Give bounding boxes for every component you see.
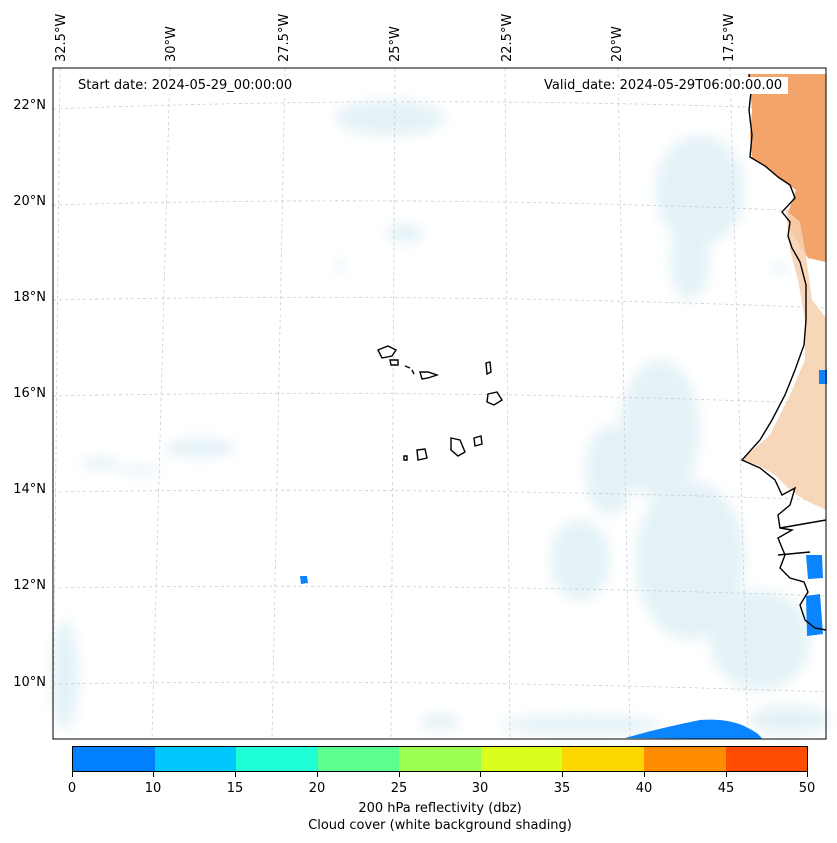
lon-label: 22.5°W [500, 13, 515, 62]
colorbar-segment [399, 747, 481, 771]
map-frame [52, 67, 827, 740]
start-date-label: Start date: 2024-05-29_00:00:00 [72, 77, 299, 94]
colorbar-label: 200 hPa reflectivity (dbz) [358, 801, 522, 816]
colorbar-tick-label: 35 [553, 781, 571, 796]
lon-label: 17.5°W [722, 13, 737, 62]
lat-label: 22°N [13, 98, 46, 113]
land-shading [742, 74, 826, 510]
reflectivity-patches [300, 370, 827, 739]
cape-verde-islands [377, 345, 503, 461]
colorbar-segment [643, 747, 726, 771]
coastline [740, 73, 827, 631]
colorbar-tickmark [317, 772, 318, 777]
land-pale-west [742, 210, 826, 510]
colorbar-tickmark [480, 772, 481, 777]
lon-label: 20°W [610, 26, 625, 62]
lat-label: 14°N [13, 482, 46, 497]
land-warm-north [748, 74, 826, 262]
colorbar-tickmark [72, 772, 73, 777]
colorbar-tickmark [644, 772, 645, 777]
colorbar-tickmark [399, 772, 400, 777]
colorbar-tickmark [562, 772, 563, 777]
colorbar-tickmark [153, 772, 154, 777]
colorbar-tickmark [807, 772, 808, 777]
gridlines [52, 67, 827, 740]
colorbar-segment [73, 747, 155, 771]
lon-label: 30°W [164, 26, 179, 62]
colorbar-tick-label: 45 [717, 781, 735, 796]
lon-label: 32.5°W [54, 13, 69, 62]
colorbar-segment [480, 747, 563, 771]
colorbar-segment [562, 747, 644, 771]
colorbar-tick-label: 25 [390, 781, 408, 796]
colorbar-sublabel: Cloud cover (white background shading) [308, 818, 572, 833]
lon-label: 27.5°W [277, 13, 292, 62]
lat-label: 18°N [13, 290, 46, 305]
colorbar-segment [236, 747, 318, 771]
colorbar-tick-label: 50 [798, 781, 816, 796]
colorbar-segment [725, 747, 808, 771]
colorbar-tick-label: 0 [67, 781, 77, 796]
colorbar-tickmark [235, 772, 236, 777]
colorbar-tick-label: 10 [144, 781, 162, 796]
lon-label: 25°W [388, 26, 403, 62]
cloud-cover-shading [51, 100, 830, 735]
lat-label: 16°N [13, 386, 46, 401]
colorbar-tick-label: 15 [226, 781, 244, 796]
colorbar-segment [154, 747, 237, 771]
colorbar-segment [317, 747, 400, 771]
lat-label: 12°N [13, 578, 46, 593]
colorbar-tick-label: 30 [471, 781, 489, 796]
colorbar-tick-label: 40 [635, 781, 653, 796]
lat-label: 20°N [13, 194, 46, 209]
colorbar [72, 746, 808, 772]
colorbar-tickmark [726, 772, 727, 777]
valid-date-label: Valid_date: 2024-05-29T06:00:00.00 [538, 77, 789, 94]
colorbar-tick-label: 20 [308, 781, 326, 796]
lat-label: 10°N [13, 675, 46, 690]
